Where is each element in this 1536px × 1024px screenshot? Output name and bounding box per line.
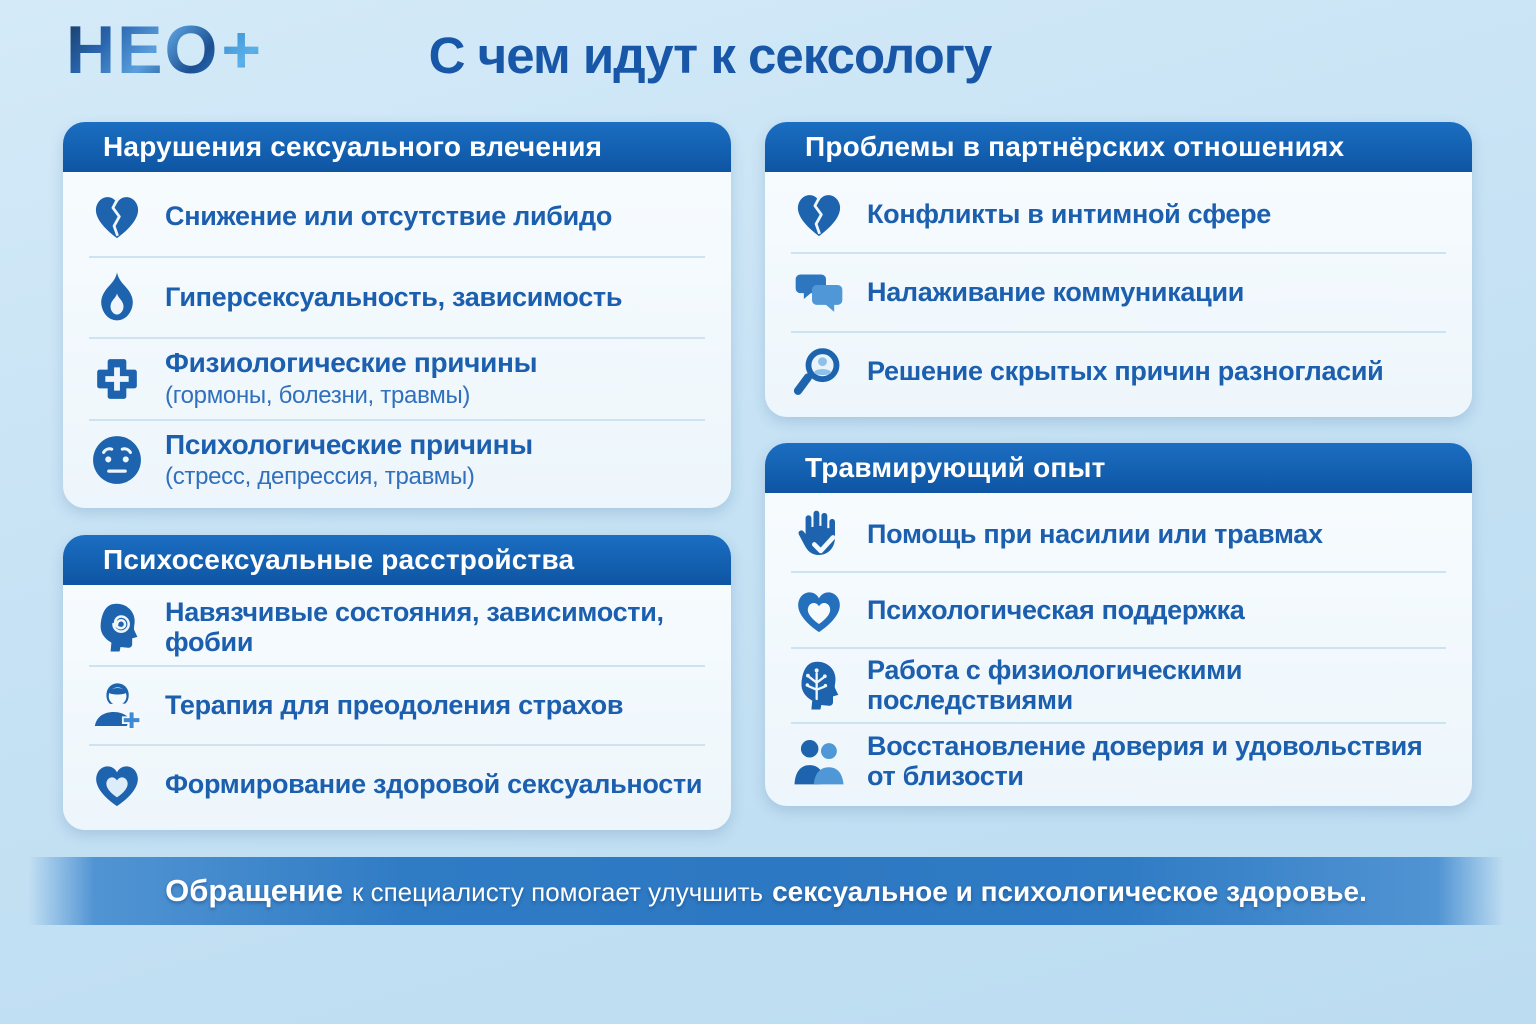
card-body: Помощь при насилии или травмах Психологи… (765, 493, 1472, 806)
right-column: Проблемы в партнёрских отношениях Конфли… (765, 122, 1472, 806)
flame-icon (89, 269, 145, 325)
list-item: Помощь при насилии или травмах (791, 497, 1446, 571)
chat-bubbles-icon (791, 264, 847, 320)
card-header: Психосексуальные расстройства (63, 535, 731, 585)
item-label: Конфликты в интимной сфере (867, 199, 1271, 230)
medical-cross-icon (89, 351, 145, 407)
item-sublabel: (стресс, депрессия, травмы) (165, 463, 475, 491)
card-libido-disorders: Нарушения сексуального влечения Снижение… (63, 122, 731, 508)
list-item: Налаживание коммуникации (791, 252, 1446, 330)
card-body: Конфликты в интимной сфере Налаживание к… (765, 172, 1472, 417)
item-label: Гиперсексуальность, зависимость (165, 282, 623, 313)
list-item: Психологическая поддержка (791, 570, 1446, 647)
card-title: Нарушения сексуального влечения (103, 131, 603, 162)
card-body: Снижение или отсутствие либидо Гиперсекс… (63, 172, 731, 508)
card-traumatic-experience: Травмирующий опыт Помощь при насилии или… (765, 443, 1472, 806)
logo-plus-icon: + (221, 12, 264, 88)
card-title: Травмирующий опыт (805, 452, 1106, 483)
neo-plus-logo: НЕО+ (66, 16, 263, 84)
head-spiral-icon (89, 599, 145, 655)
item-label: Решение скрытых причин разногласий (867, 355, 1384, 386)
list-item: Конфликты в интимной сфере (791, 176, 1446, 252)
stop-hand-icon (791, 506, 847, 562)
item-label: Психологические причины (165, 428, 533, 460)
list-item: Снижение или отсутствие либидо (89, 176, 705, 256)
card-header: Травмирующий опыт (765, 443, 1472, 493)
broken-heart-icon (791, 186, 847, 242)
list-item: Терапия для преодоления страхов (89, 665, 705, 743)
left-column: Нарушения сексуального влечения Снижение… (63, 122, 731, 830)
list-item: Решение скрытых причин разногласий (791, 330, 1446, 409)
item-label: Помощь при насилии или травмах (867, 518, 1323, 549)
item-sublabel: (гормоны, болезни, травмы) (165, 381, 471, 409)
item-label: Работа с физиологическими последствиями (867, 655, 1243, 716)
heart-in-heart-icon (89, 756, 145, 812)
item-label: Восстановление доверия и удовольствия от… (867, 730, 1423, 792)
page-title: С чем идут к сексологу (428, 27, 993, 84)
card-title: Психосексуальные расстройства (103, 544, 575, 575)
banner-emphasis-text: сексуальное и психологическое здоровье. (772, 876, 1367, 907)
footer-banner: Обращение к специалисту помогает улучшит… (28, 857, 1504, 925)
card-header: Нарушения сексуального влечения (63, 122, 731, 172)
list-item: Гиперсексуальность, зависимость (89, 255, 705, 338)
banner-middle-text: к специалисту помогает улучшить (351, 877, 764, 907)
person-plus-icon (89, 677, 145, 733)
list-item: Формирование здоровой сексуальности (89, 743, 705, 822)
item-label: Снижение или отсутствие либидо (165, 200, 613, 231)
item-label: Психологическая поддержка (867, 594, 1245, 625)
magnifier-person-icon (791, 343, 847, 399)
couple-icon (791, 733, 847, 789)
card-psychosexual-disorders: Психосексуальные расстройства Навязчивые… (63, 535, 731, 830)
logo-text: НЕО (66, 12, 220, 88)
item-label: Навязчивые состояния, зависимости, фобии (165, 596, 664, 658)
card-partner-problems: Проблемы в партнёрских отношениях Конфли… (765, 122, 1472, 417)
head-tree-icon (791, 657, 847, 713)
support-heart-icon (791, 582, 847, 638)
list-item: Навязчивые состояния, зависимости, фобии (89, 589, 705, 665)
list-item: Физиологические причины (гормоны, болезн… (89, 337, 705, 419)
broken-heart-icon (89, 188, 145, 244)
worried-face-icon (89, 432, 145, 488)
item-label: Физиологические причины (165, 347, 538, 379)
item-label: Налаживание коммуникации (867, 277, 1245, 308)
card-header: Проблемы в партнёрских отношениях (765, 122, 1472, 172)
list-item: Психологические причины (стресс, депресс… (89, 418, 705, 501)
card-body: Навязчивые состояния, зависимости, фобии… (63, 585, 731, 830)
item-label: Формирование здоровой сексуальности (165, 768, 703, 799)
card-title: Проблемы в партнёрских отношениях (805, 131, 1345, 162)
item-label: Терапия для преодоления страхов (165, 690, 624, 721)
list-item: Восстановление доверия и удовольствия от… (791, 722, 1446, 798)
list-item: Работа с физиологическими последствиями (791, 646, 1446, 723)
banner-lead-text: Обращение (165, 873, 343, 908)
